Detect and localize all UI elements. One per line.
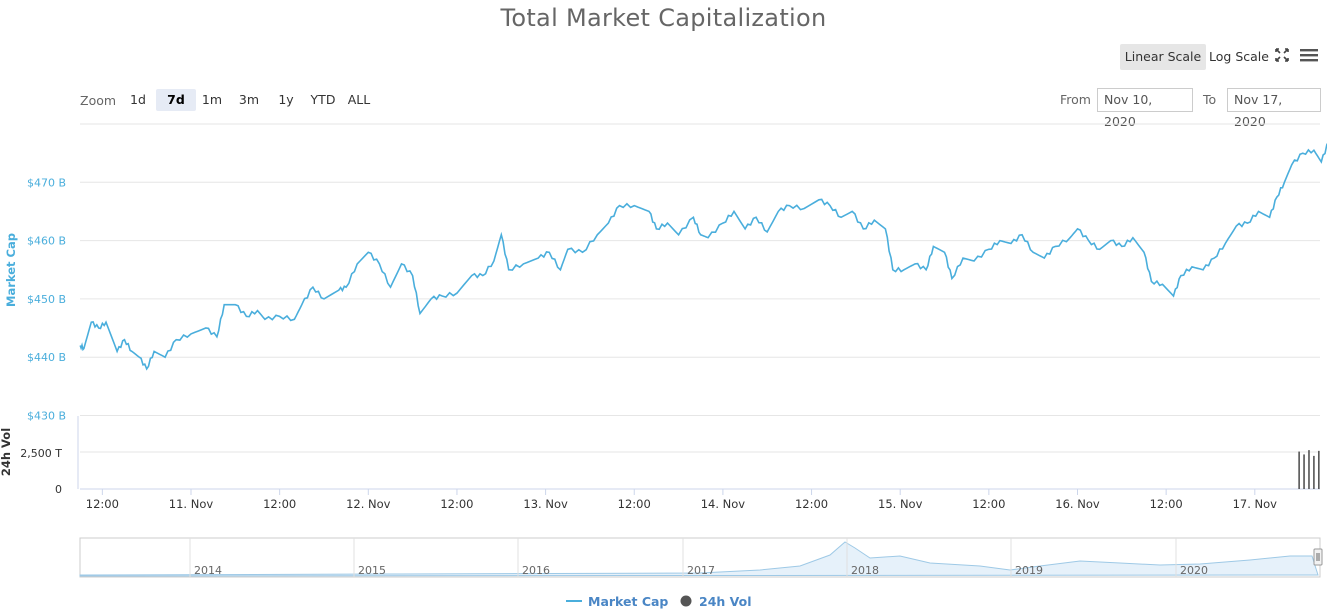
x-tick-label: 12:00 bbox=[618, 497, 651, 511]
legend-24h-vol[interactable]: 24h Vol bbox=[699, 594, 752, 609]
x-tick-label: 12:00 bbox=[440, 497, 473, 511]
y-tick-label: $440 B bbox=[27, 351, 66, 364]
navigator-year-label: 2016 bbox=[522, 564, 550, 577]
x-tick-label: 12:00 bbox=[972, 497, 1005, 511]
x-tick-label: 12:00 bbox=[86, 497, 119, 511]
zoom-label: Zoom bbox=[80, 93, 117, 108]
hamburger-menu-icon[interactable] bbox=[1299, 47, 1319, 63]
x-tick-label: 14. Nov bbox=[701, 497, 746, 511]
navigator-year-label: 2014 bbox=[194, 564, 222, 577]
zoom-button-7d[interactable]: 7d bbox=[156, 89, 196, 111]
x-tick-label: 12:00 bbox=[795, 497, 828, 511]
expand-arrows-icon[interactable] bbox=[1274, 47, 1290, 63]
y-tick-label: $470 B bbox=[27, 176, 66, 189]
y-tick-label: $460 B bbox=[27, 235, 66, 248]
y-tick-label: $450 B bbox=[27, 293, 66, 306]
x-tick-label: 12:00 bbox=[1150, 497, 1183, 511]
to-label: To bbox=[1203, 92, 1217, 107]
x-tick-label: 15. Nov bbox=[878, 497, 923, 511]
navigator-year-label: 2017 bbox=[687, 564, 715, 577]
zoom-button-1d[interactable]: 1d bbox=[130, 92, 146, 107]
navigator-year-label: 2018 bbox=[851, 564, 879, 577]
chart-title: Total Market Capitalization bbox=[500, 4, 827, 32]
vol-bar bbox=[1313, 455, 1315, 489]
linear-scale-button[interactable]: Linear Scale bbox=[1120, 44, 1206, 70]
y-tick-label: $430 B bbox=[27, 410, 66, 423]
market-cap-series-line bbox=[79, 142, 1327, 371]
navigator-handle[interactable] bbox=[1313, 548, 1323, 566]
vol-tick-label: 2,500 T bbox=[20, 447, 62, 460]
from-date-input[interactable]: Nov 10, 2020 bbox=[1097, 88, 1193, 129]
x-tick-label: 16. Nov bbox=[1055, 497, 1100, 511]
zoom-button-1y[interactable]: 1y bbox=[278, 92, 294, 107]
x-tick-label: 13. Nov bbox=[523, 497, 568, 511]
vol-axis-label: 24h Vol bbox=[0, 428, 13, 476]
navigator-year-label: 2015 bbox=[358, 564, 386, 577]
zoom-button-ytd[interactable]: YTD bbox=[310, 92, 336, 107]
log-scale-button[interactable]: Log Scale bbox=[1209, 49, 1269, 64]
legend-market-cap[interactable]: Market Cap bbox=[588, 594, 669, 609]
vol-bar bbox=[1318, 450, 1320, 489]
legend-vol-symbol bbox=[680, 595, 692, 607]
x-tick-label: 12:00 bbox=[263, 497, 296, 511]
y-axis-label: Market Cap bbox=[4, 233, 18, 307]
navigator[interactable]: 2014 2015 2016 2017 2018 2019 2020 bbox=[79, 537, 1323, 578]
zoom-button-all[interactable]: ALL bbox=[347, 92, 371, 107]
vol-bar bbox=[1303, 454, 1305, 489]
zoom-button-3m[interactable]: 3m bbox=[238, 92, 260, 107]
zoom-button-1m[interactable]: 1m bbox=[201, 92, 223, 107]
from-label: From bbox=[1060, 92, 1091, 107]
vol-bar bbox=[1308, 450, 1310, 489]
navigator-year-label: 2019 bbox=[1015, 564, 1043, 577]
x-tick-label: 11. Nov bbox=[169, 497, 214, 511]
vol-bar bbox=[1298, 451, 1300, 489]
x-tick-label: 17. Nov bbox=[1233, 497, 1278, 511]
vol-tick-label: 0 bbox=[55, 483, 62, 496]
navigator-series bbox=[79, 541, 1319, 577]
x-tick-label: 12. Nov bbox=[346, 497, 391, 511]
to-date-input[interactable]: Nov 17, 2020 bbox=[1227, 88, 1321, 129]
navigator-year-label: 2020 bbox=[1180, 564, 1208, 577]
